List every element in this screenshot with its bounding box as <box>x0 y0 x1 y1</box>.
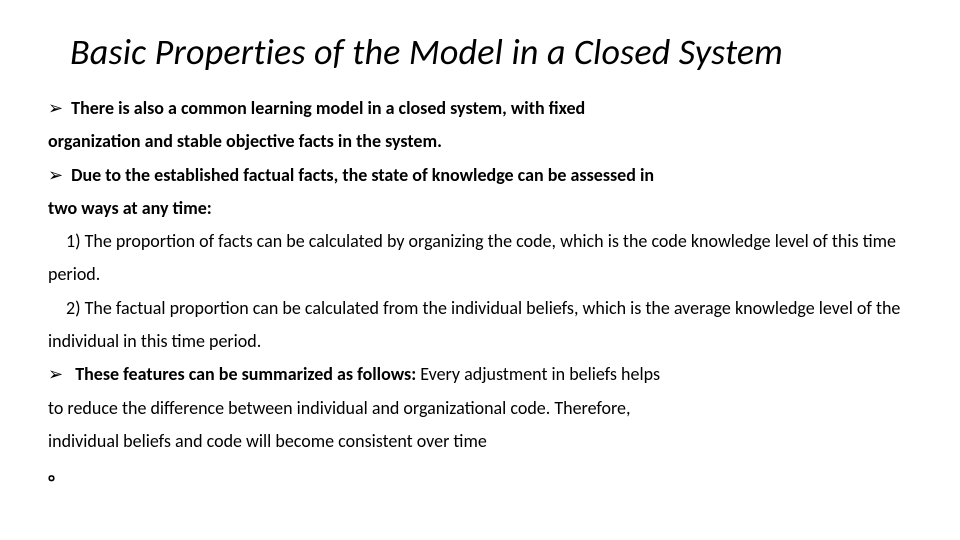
bullet-2-lead: Due to the established factual facts, th… <box>71 164 654 186</box>
sub-bullet-1: 1) The proportion of facts can be calcul… <box>48 225 912 292</box>
sub-bullet-2: 2) The factual proportion can be calcula… <box>48 292 912 359</box>
sub-bullet-1-text: 1) The proportion of facts can be calcul… <box>48 230 896 285</box>
bullet-2-cont: two ways at any time: <box>48 192 912 225</box>
bullet-3: ➢ These features can be summarized as fo… <box>48 358 912 391</box>
bullet-1-lead: There is also a common learning model in… <box>71 97 585 119</box>
sub-bullet-2-text: 2) The factual proportion can be calcula… <box>48 297 900 352</box>
bullet-arrow-icon: ➢ <box>48 164 63 186</box>
bullet-3-cont1: to reduce the difference between individ… <box>48 392 912 425</box>
bullet-1-cont: organization and stable objective facts … <box>48 125 912 158</box>
bullet-arrow-icon: ➢ <box>48 97 63 119</box>
slide-title: Basic Properties of the Model in a Close… <box>70 30 912 74</box>
slide: Basic Properties of the Model in a Close… <box>0 0 960 540</box>
bullet-2: ➢ Due to the established factual facts, … <box>48 159 912 192</box>
bullet-arrow-icon: ➢ <box>48 363 63 385</box>
bullet-3-lead-bold: These features can be summarized as foll… <box>75 363 416 385</box>
bullet-3-rest: Every adjustment in beliefs helps <box>416 363 660 385</box>
bullet-1: ➢ There is also a common learning model … <box>48 92 912 125</box>
trailing-dot: 。 <box>48 458 912 491</box>
bullet-3-cont2: individual beliefs and code will become … <box>48 425 912 458</box>
slide-body: ➢ There is also a common learning model … <box>48 92 912 492</box>
